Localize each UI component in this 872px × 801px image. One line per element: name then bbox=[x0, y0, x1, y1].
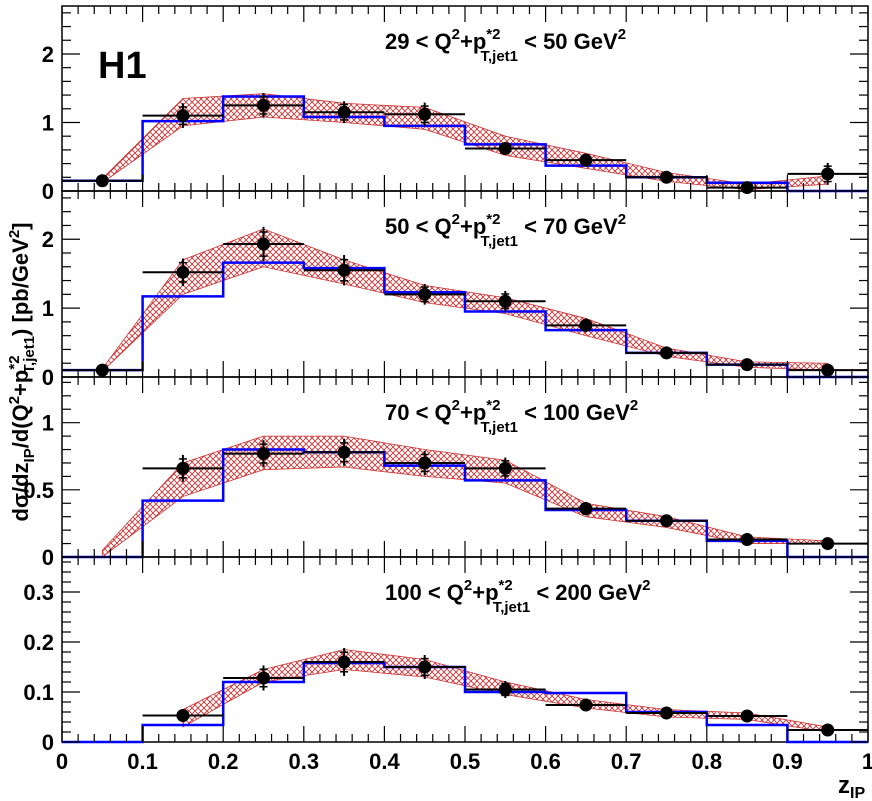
data-point bbox=[545, 698, 627, 712]
data-point bbox=[626, 706, 707, 720]
data-point bbox=[787, 162, 868, 185]
data-point bbox=[465, 457, 546, 480]
y-tick-label: 0.5 bbox=[23, 478, 54, 503]
data-point bbox=[465, 142, 546, 156]
y-tick-label: 1 bbox=[42, 411, 54, 436]
data-point bbox=[545, 153, 627, 167]
data-point bbox=[384, 284, 465, 305]
data-point bbox=[142, 103, 224, 128]
data-point bbox=[62, 363, 143, 377]
y-tick-label: 0 bbox=[42, 365, 54, 390]
x-tick-label: 0 bbox=[56, 749, 68, 774]
data-point bbox=[706, 709, 788, 723]
experiment-label: H1 bbox=[98, 45, 147, 87]
panel-title: 50 < Q2+p*2 T,jet1 < 70 GeV2 bbox=[385, 211, 626, 250]
data-point bbox=[626, 170, 707, 184]
model-histogram bbox=[62, 448, 868, 559]
model-histogram bbox=[62, 661, 868, 744]
data-point bbox=[303, 438, 385, 466]
data-point bbox=[787, 723, 868, 737]
data-point bbox=[142, 709, 224, 722]
data-point bbox=[545, 318, 627, 333]
data-point bbox=[223, 93, 304, 118]
x-tick-label: 0.1 bbox=[127, 749, 158, 774]
data-point bbox=[465, 290, 546, 312]
data-point bbox=[545, 501, 627, 516]
x-axis-title: zIP bbox=[838, 772, 865, 801]
data-point bbox=[303, 255, 385, 286]
data-point bbox=[384, 450, 465, 476]
x-tick-label: 0.7 bbox=[611, 749, 642, 774]
data-point bbox=[303, 648, 385, 676]
x-tick-label: 1 bbox=[862, 749, 872, 774]
panel-title: 70 < Q2+p*2 T,jet1 < 100 GeV2 bbox=[385, 397, 638, 436]
y-tick-label: 0 bbox=[42, 730, 54, 755]
y-tick-label: 0 bbox=[42, 179, 54, 204]
data-point bbox=[62, 174, 143, 188]
panel-3: 0 0.5 1 70 < Q2+p*2 T,jet1 < 100 GeV2 bbox=[23, 376, 869, 570]
y-tick-label: 0.3 bbox=[23, 580, 54, 605]
y-tick-label: 1 bbox=[42, 296, 54, 321]
data-point bbox=[142, 258, 224, 287]
y-axis-title: dσ/dzIP/d(Q2+p*2T,jet1) [pb/GeV2] bbox=[6, 222, 38, 521]
y-tick-label: 2 bbox=[42, 42, 54, 67]
x-tick-label: 0.4 bbox=[369, 749, 400, 774]
data-point bbox=[303, 101, 385, 124]
y-tick-label: 0 bbox=[42, 545, 54, 570]
x-tick-label: 0.9 bbox=[772, 749, 803, 774]
x-tick-label: 0.8 bbox=[692, 749, 723, 774]
data-point bbox=[787, 363, 868, 377]
y-tick-label: 0.2 bbox=[23, 630, 54, 655]
x-tick-label: 0.2 bbox=[208, 749, 239, 774]
data-point bbox=[142, 454, 224, 482]
panel-2: 0 1 2 50 < Q2+p*2 T,jet1 < 70 GeV2 bbox=[42, 190, 869, 390]
data-point bbox=[384, 655, 465, 679]
panel-title: 100 < Q2+p*2 T,jet1 < 200 GeV2 bbox=[385, 577, 651, 616]
x-tick-label: 0.5 bbox=[450, 749, 481, 774]
data-point bbox=[223, 226, 304, 262]
data-point bbox=[223, 440, 304, 467]
data-point bbox=[384, 102, 465, 126]
panel-1: 0 1 2 29 < Q2+p*2 T,jet1 < 50 GeV2 bbox=[42, 5, 869, 204]
x-tick-label: 0.6 bbox=[530, 749, 561, 774]
panel-title: 29 < Q2+p*2 T,jet1 < 50 GeV2 bbox=[385, 26, 626, 65]
data-point bbox=[626, 346, 707, 360]
data-point bbox=[465, 681, 546, 698]
data-point bbox=[706, 358, 788, 372]
data-point bbox=[223, 665, 304, 691]
y-tick-label: 0.1 bbox=[23, 680, 54, 705]
panel-4: 0 0.1 0.2 0.3 0 0.1 0.2 0.3 0.4 0.5 0.6 0.7 0.8 0.9 1 1… bbox=[23, 556, 872, 774]
y-tick-label: 2 bbox=[42, 227, 54, 252]
data-point bbox=[626, 514, 707, 528]
data-point bbox=[787, 537, 868, 551]
data-point bbox=[706, 533, 788, 547]
x-tick-label: 0.3 bbox=[289, 749, 320, 774]
y-tick-label: 1 bbox=[42, 110, 54, 135]
